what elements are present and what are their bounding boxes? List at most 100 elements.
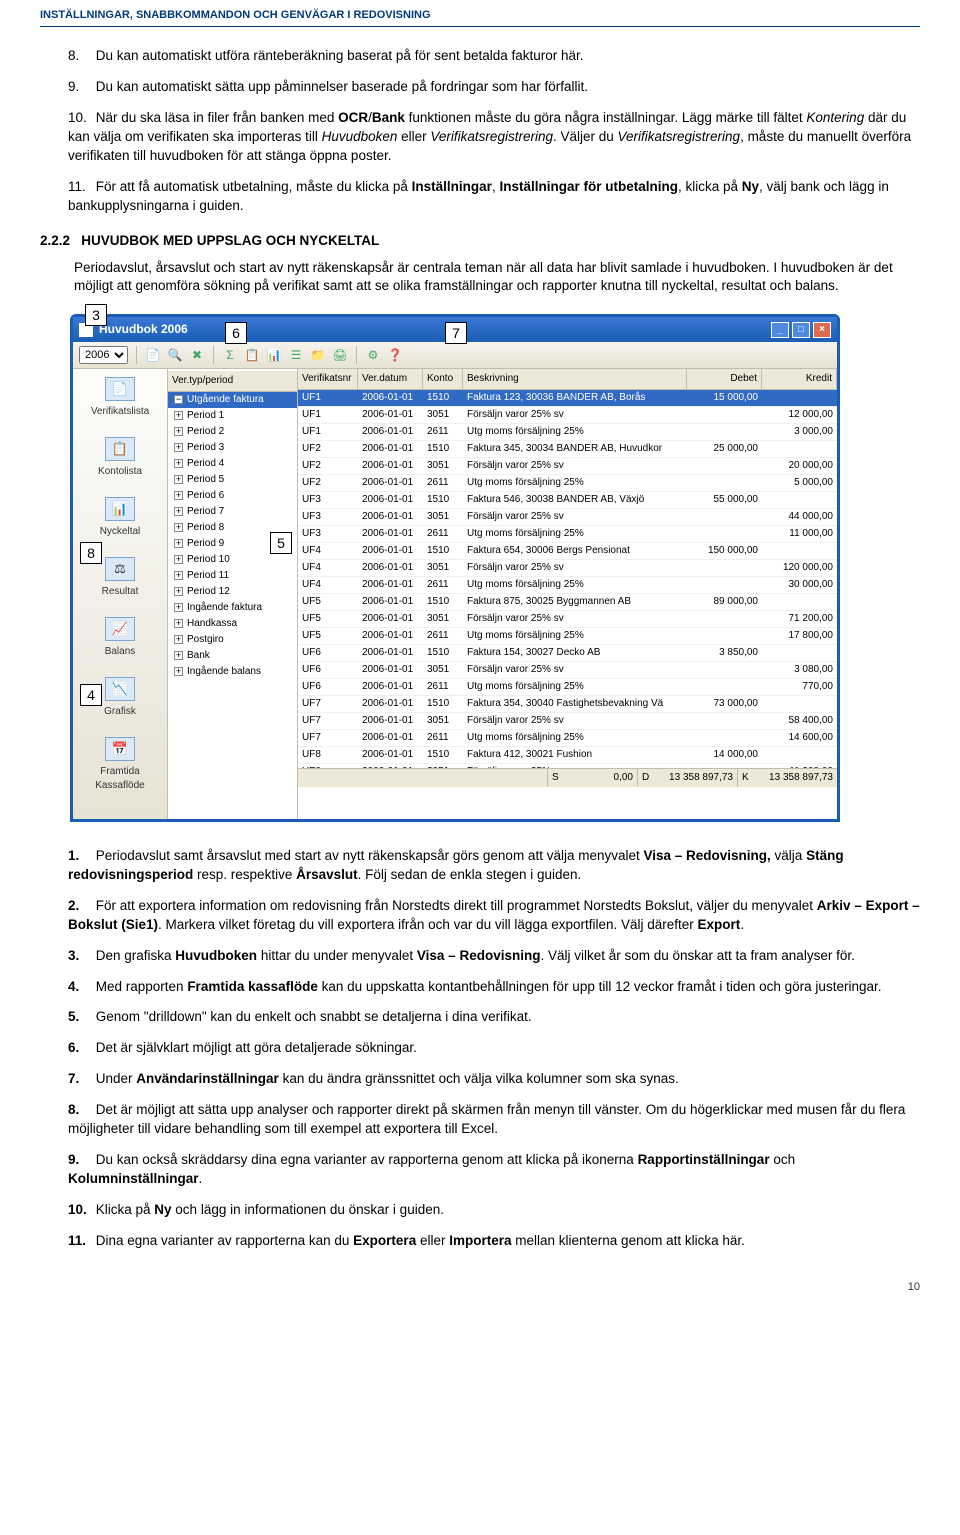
expand-icon[interactable]: + xyxy=(174,411,183,420)
delete-icon[interactable]: ✖ xyxy=(189,347,205,363)
expand-icon[interactable]: + xyxy=(174,523,183,532)
expand-icon[interactable]: + xyxy=(174,555,183,564)
tree-row[interactable]: +Ingående faktura xyxy=(168,600,297,616)
expand-icon[interactable]: − xyxy=(174,395,183,404)
col-kredit[interactable]: Kredit xyxy=(762,369,837,389)
grid-row[interactable]: UF22006-01-013051Försäljn varor 25% sv20… xyxy=(298,458,837,475)
close-button[interactable]: × xyxy=(813,322,831,338)
expand-icon[interactable]: + xyxy=(174,443,183,452)
grid-row[interactable]: UF42006-01-013051Försäljn varor 25% sv12… xyxy=(298,560,837,577)
expand-icon[interactable]: + xyxy=(174,475,183,484)
tree-row[interactable]: +Period 5 xyxy=(168,472,297,488)
grid-row[interactable]: UF62006-01-011510Faktura 154, 30027 Deck… xyxy=(298,645,837,662)
expand-icon[interactable]: + xyxy=(174,603,183,612)
col-verdatum[interactable]: Ver.datum xyxy=(358,369,423,389)
grid-row[interactable]: UF72006-01-012611Utg moms försäljning 25… xyxy=(298,730,837,747)
print-icon[interactable]: 🖨 xyxy=(332,347,348,363)
minimize-button[interactable]: _ xyxy=(771,322,789,338)
tree-row[interactable]: +Bank xyxy=(168,648,297,664)
tree-row[interactable]: +Postgiro xyxy=(168,632,297,648)
page-header: INSTÄLLNINGAR, SNABBKOMMANDON OCH GENVÄG… xyxy=(40,0,920,27)
grid-panel: Verifikatsnr Ver.datum Konto Beskrivning… xyxy=(298,369,837,819)
grid-row[interactable]: UF52006-01-011510Faktura 875, 30025 Bygg… xyxy=(298,594,837,611)
nav-item[interactable]: 📄Verifikatslista xyxy=(77,377,163,419)
copy-icon[interactable]: 📋 xyxy=(244,347,260,363)
grid-row[interactable]: UF12006-01-011510Faktura 123, 30036 BAND… xyxy=(298,390,837,407)
nav-item[interactable]: 📈Balans xyxy=(77,617,163,659)
grid-row[interactable]: UF42006-01-011510Faktura 654, 30006 Berg… xyxy=(298,543,837,560)
grid-row[interactable]: UF72006-01-011510Faktura 354, 30040 Fast… xyxy=(298,696,837,713)
tree-row[interactable]: +Period 7 xyxy=(168,504,297,520)
expand-icon[interactable]: + xyxy=(174,619,183,628)
help-icon[interactable]: ❓ xyxy=(387,347,403,363)
new-icon[interactable]: 📄 xyxy=(145,347,161,363)
tree-row[interactable]: +Period 1 xyxy=(168,408,297,424)
page-number: 10 xyxy=(40,1280,920,1295)
col-verifikatsnr[interactable]: Verifikatsnr xyxy=(298,369,358,389)
list-item: 3. Den grafiska Huvudboken hittar du und… xyxy=(58,947,920,966)
section-title: HUVUDBOK MED UPPSLAG OCH NYCKELTAL xyxy=(81,233,379,248)
grid-row[interactable]: UF82006-01-013051Försäljn varor 25% sv11… xyxy=(298,764,837,768)
list-item: 10. När du ska läsa in filer från banken… xyxy=(58,109,920,166)
tree-row[interactable]: +Period 4 xyxy=(168,456,297,472)
expand-icon[interactable]: + xyxy=(174,587,183,596)
callout-5: 5 xyxy=(270,532,292,554)
tree-row[interactable]: +Period 3 xyxy=(168,440,297,456)
maximize-button[interactable]: □ xyxy=(792,322,810,338)
tree-row[interactable]: +Period 11 xyxy=(168,568,297,584)
nav-item[interactable]: 📋Kontolista xyxy=(77,437,163,479)
nav-item[interactable]: 📅Framtida Kassaflöde xyxy=(77,737,163,793)
expand-icon[interactable]: + xyxy=(174,459,183,468)
sum-icon[interactable]: Σ xyxy=(222,347,238,363)
grid-row[interactable]: UF32006-01-012611Utg moms försäljning 25… xyxy=(298,526,837,543)
list-item: 11. Dina egna varianter av rapporterna k… xyxy=(58,1232,920,1251)
window-title: Huvudbok 2006 xyxy=(99,321,188,338)
expand-icon[interactable]: + xyxy=(174,635,183,644)
expand-icon[interactable]: + xyxy=(174,539,183,548)
tree-row[interactable]: +Period 6 xyxy=(168,488,297,504)
grid-row[interactable]: UF32006-01-013051Försäljn varor 25% sv44… xyxy=(298,509,837,526)
expand-icon[interactable]: + xyxy=(174,491,183,500)
grid-row[interactable]: UF52006-01-012611Utg moms försäljning 25… xyxy=(298,628,837,645)
folder-icon[interactable]: 📁 xyxy=(310,347,326,363)
nav-item[interactable]: 📊Nyckeltal xyxy=(77,497,163,539)
grid-row[interactable]: UF62006-01-012611Utg moms försäljning 25… xyxy=(298,679,837,696)
grid-row[interactable]: UF12006-01-013051Försäljn varor 25% sv12… xyxy=(298,407,837,424)
chart-icon[interactable]: 📊 xyxy=(266,347,282,363)
col-debet[interactable]: Debet xyxy=(687,369,762,389)
side-nav: 📄Verifikatslista📋Kontolista📊Nyckeltal⚖Re… xyxy=(73,369,168,819)
tree-row[interactable]: +Handkassa xyxy=(168,616,297,632)
expand-icon[interactable]: + xyxy=(174,427,183,436)
grid-row[interactable]: UF12006-01-012611Utg moms försäljning 25… xyxy=(298,424,837,441)
grid-row[interactable]: UF22006-01-012611Utg moms försäljning 25… xyxy=(298,475,837,492)
tree-row[interactable]: −Utgående faktura xyxy=(168,392,297,408)
grid-row[interactable]: UF42006-01-012611Utg moms försäljning 25… xyxy=(298,577,837,594)
grid-footer: S 0,00 D 13 358 897,73 K 13 358 897,73 xyxy=(298,768,837,787)
grid-row[interactable]: UF62006-01-013051Försäljn varor 25% sv3 … xyxy=(298,662,837,679)
col-beskrivning[interactable]: Beskrivning xyxy=(463,369,687,389)
col-konto[interactable]: Konto xyxy=(423,369,463,389)
tree-row[interactable]: +Period 12 xyxy=(168,584,297,600)
expand-icon[interactable]: + xyxy=(174,651,183,660)
section-body: Periodavslut, årsavslut och start av nyt… xyxy=(74,259,920,297)
nav-icon: 📄 xyxy=(105,377,135,401)
callout-8: 8 xyxy=(80,542,102,564)
section-heading: 2.2.2 HUVUDBOK MED UPPSLAG OCH NYCKELTAL xyxy=(40,232,920,251)
foot-d-label: D xyxy=(637,769,657,787)
tree-row[interactable]: +Period 10 xyxy=(168,552,297,568)
nav-icon: 📋 xyxy=(105,437,135,461)
list-icon[interactable]: ☰ xyxy=(288,347,304,363)
expand-icon[interactable]: + xyxy=(174,507,183,516)
expand-icon[interactable]: + xyxy=(174,667,183,676)
tree-row[interactable]: +Ingående balans xyxy=(168,664,297,680)
grid-row[interactable]: UF82006-01-011510Faktura 412, 30021 Fush… xyxy=(298,747,837,764)
year-select[interactable]: 2006 xyxy=(79,346,128,364)
grid-row[interactable]: UF72006-01-013051Försäljn varor 25% sv58… xyxy=(298,713,837,730)
grid-row[interactable]: UF32006-01-011510Faktura 546, 30038 BAND… xyxy=(298,492,837,509)
settings-icon[interactable]: ⚙ xyxy=(365,347,381,363)
expand-icon[interactable]: + xyxy=(174,571,183,580)
search-icon[interactable]: 🔍 xyxy=(167,347,183,363)
tree-row[interactable]: +Period 2 xyxy=(168,424,297,440)
grid-row[interactable]: UF22006-01-011510Faktura 345, 30034 BAND… xyxy=(298,441,837,458)
grid-row[interactable]: UF52006-01-013051Försäljn varor 25% sv71… xyxy=(298,611,837,628)
